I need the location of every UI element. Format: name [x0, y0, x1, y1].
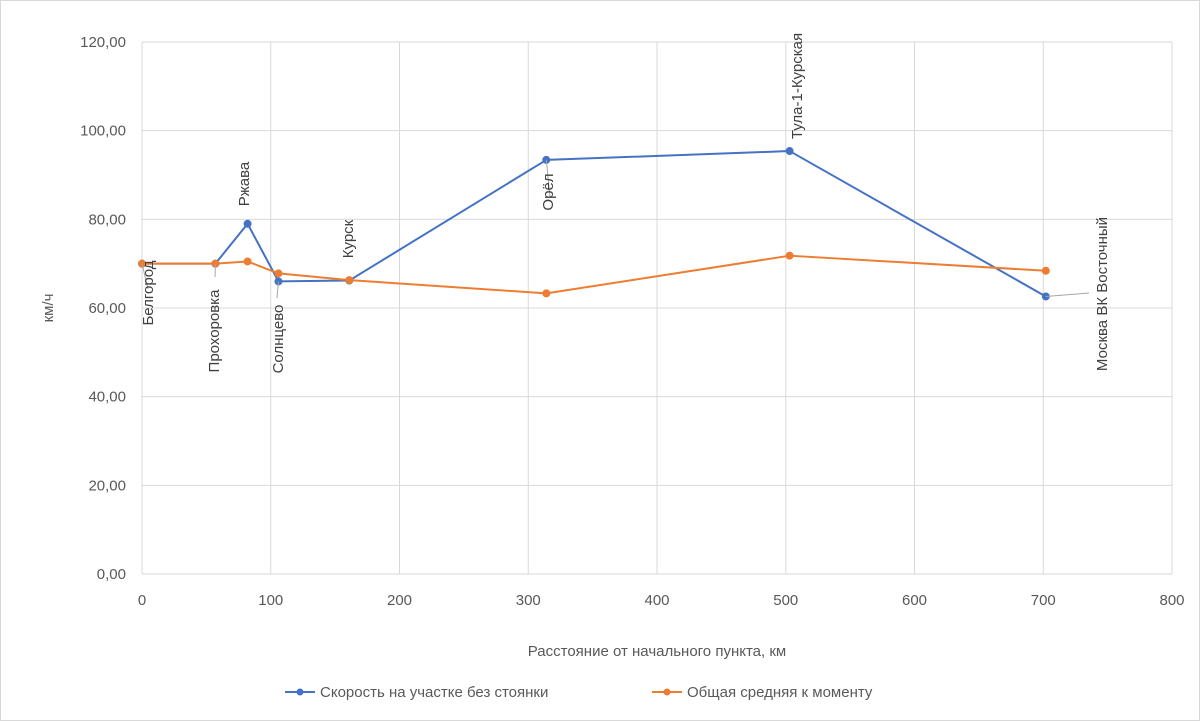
station-label: Прохоровка: [206, 289, 223, 373]
x-tick-label: 600: [902, 592, 927, 609]
station-label: Орёл: [540, 173, 557, 210]
series-line-1: [142, 254, 1046, 295]
x-tick-label: 100: [258, 592, 283, 609]
x-tick-label: 200: [387, 592, 412, 609]
series: [138, 147, 1050, 301]
data-point-1: [345, 276, 354, 285]
data-point-1: [274, 269, 283, 278]
legend-label-average: Общая средняя к моменту: [687, 684, 873, 701]
axes: 0,00 20,00 40,00 60,00 80,00 100,00 120,00 0 100…: [80, 34, 1184, 609]
station-label: Солнцево: [270, 305, 287, 374]
x-axis-title: Расстояние от начального пункта, км: [528, 643, 786, 660]
data-point-1: [243, 257, 252, 266]
legend-item-average: Общая средняя к моменту: [652, 684, 873, 701]
data-point-0: [785, 147, 794, 156]
station-label: Курск: [340, 219, 357, 258]
y-tick-label: 20,00: [88, 477, 126, 494]
station-label: Ржава: [236, 161, 253, 206]
series-line-0: [142, 150, 1047, 298]
legend-label-speed: Скорость на участке без стоянки: [320, 684, 548, 701]
legend: Скорость на участке без стоянки Общая ср…: [285, 684, 873, 701]
data-point-0: [243, 219, 252, 228]
data-point-1: [785, 251, 794, 260]
x-tick-label: 0: [138, 592, 146, 609]
point-labels: Белгород Прохоровка Ржава Солнцево Курск Орёл…: [140, 33, 1111, 373]
x-tick-label: 500: [773, 592, 798, 609]
grid: [141, 41, 1173, 575]
x-tick-label: 800: [1159, 592, 1184, 609]
label-leader-line: [545, 159, 551, 198]
label-leader-line: [141, 263, 149, 290]
label-leader-line: [276, 281, 279, 299]
y-tick-label: 80,00: [88, 211, 126, 228]
station-label: Тула-1-Курская: [789, 33, 806, 139]
station-label: Москва ВК Восточный: [1094, 217, 1111, 371]
legend-swatch-average-marker: [663, 688, 671, 696]
x-tick-label: 700: [1031, 592, 1056, 609]
y-tick-label: 100,00: [80, 123, 126, 140]
station-label: Белгород: [140, 260, 157, 325]
y-axis-title: км/ч: [40, 294, 57, 323]
y-tick-label: 120,00: [80, 34, 126, 51]
data-point-1: [1041, 266, 1050, 275]
legend-swatch-speed-marker: [296, 688, 304, 696]
y-tick-label: 60,00: [88, 300, 126, 317]
data-point-1: [542, 289, 551, 298]
legend-item-speed: Скорость на участке без стоянки: [285, 684, 548, 701]
y-tick-label: 40,00: [88, 389, 126, 406]
x-tick-label: 400: [644, 592, 669, 609]
y-tick-label: 0,00: [97, 566, 126, 583]
x-tick-label: 300: [516, 592, 541, 609]
label-leader-line: [1045, 292, 1090, 297]
